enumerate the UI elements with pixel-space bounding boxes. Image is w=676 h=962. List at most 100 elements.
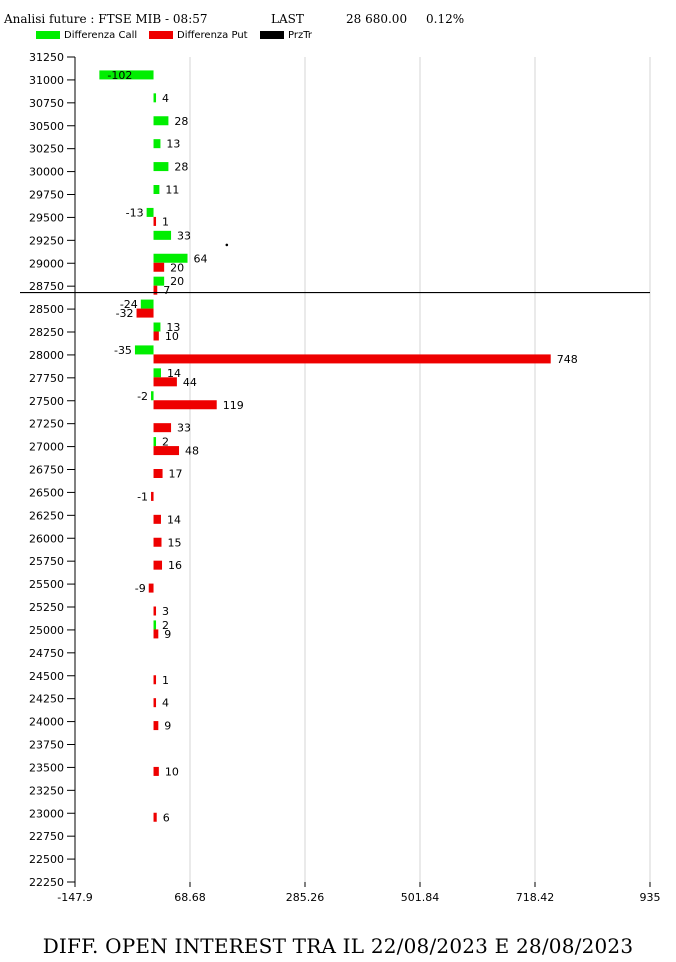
put-value-label: 9 [164,628,171,641]
put-bar [153,675,157,685]
call-bar [153,368,161,378]
call-value-label: 2 [162,436,169,449]
put-value-label: 10 [165,330,179,343]
put-bar [153,560,163,570]
put-value-label: 1 [162,674,169,687]
put-bar [153,423,172,433]
y-tick-label: 28250 [29,326,64,339]
last-value: 28 680.00 [346,12,408,26]
put-value-label: 48 [185,445,199,458]
put-bar [153,400,217,410]
put-value-label: 1 [162,215,169,228]
call-bar [153,276,165,286]
footer-title: DIFF. OPEN INTEREST TRA IL 22/08/2023 E … [42,934,634,958]
put-bar [153,606,157,616]
put-bar [153,812,157,822]
call-bar [153,620,157,630]
y-tick-label: 22250 [29,876,64,889]
legend-label-put: Differenza Put [177,30,248,41]
y-tick-label: 25250 [29,601,64,614]
x-tick-label: 501.84 [401,891,440,904]
put-value-label: 3 [162,605,169,618]
y-tick-label: 26750 [29,464,64,477]
y-tick-label: 26500 [29,486,64,499]
y-tick-label: 23500 [29,761,64,774]
call-bar [153,162,169,172]
x-tick-label: 68.68 [174,891,206,904]
put-bar [153,216,157,226]
put-value-label: 44 [183,376,197,389]
call-bar [140,299,154,309]
put-value-label: 33 [177,422,191,435]
call-bar [153,437,157,447]
x-tick-label: 285.26 [286,891,325,904]
y-tick-label: 22750 [29,830,64,843]
y-tick-label: 24500 [29,670,64,683]
put-bar [153,514,161,524]
call-value-label: -102 [107,69,132,82]
call-value-label: 28 [174,161,188,174]
y-tick-label: 26250 [29,509,64,522]
y-tick-label: 23250 [29,784,64,797]
call-bar [153,322,161,332]
put-value-label: -32 [116,307,134,320]
put-value-label: 6 [163,811,170,824]
y-tick-label: 27750 [29,372,64,385]
y-tick-label: 27250 [29,418,64,431]
call-value-label: 64 [194,252,208,265]
call-value-label: -24 [120,298,138,311]
put-value-label: 10 [165,765,179,778]
call-value-label: 33 [177,229,191,242]
put-bar [153,262,165,272]
call-bar [99,70,154,80]
put-bar [153,698,157,708]
y-tick-label: 22500 [29,853,64,866]
call-value-label: 14 [167,367,181,380]
call-bar [153,185,160,194]
y-tick-label: 28000 [29,349,64,362]
marker-dot [225,243,229,247]
x-tick-label: 935 [640,891,661,904]
put-value-label: 748 [557,353,578,366]
put-bar [153,446,180,456]
legend-swatch-przTr [260,31,284,39]
put-bar [153,331,159,341]
call-bar [153,93,157,103]
y-tick-label: 23750 [29,739,64,752]
call-bar [153,116,169,126]
legend-label-przTr: PrzTr [288,30,312,41]
call-bar [134,345,154,355]
call-value-label: 28 [174,115,188,128]
call-value-label: -2 [137,390,148,403]
y-tick-label: 27500 [29,395,64,408]
y-tick-label: 24750 [29,647,64,660]
put-bar [153,629,159,639]
legend-item-call: Differenza Call [36,30,137,41]
y-tick-label: 25000 [29,624,64,637]
put-value-label: -1 [137,490,148,503]
y-tick-label: 25500 [29,578,64,591]
y-tick-label: 24250 [29,693,64,706]
y-tick-label: 26000 [29,532,64,545]
y-tick-label: 24000 [29,716,64,729]
y-tick-label: 27000 [29,441,64,454]
call-value-label: -35 [114,344,132,357]
put-bar [153,285,158,295]
x-tick-label: 718.42 [516,891,555,904]
y-tick-label: 28750 [29,280,64,293]
y-tick-label: 31000 [29,74,64,87]
y-tick-label: 29250 [29,234,64,247]
call-value-label: 11 [165,184,179,197]
legend-swatch-put [149,31,173,39]
y-tick-label: 25750 [29,555,64,568]
put-value-label: 14 [167,513,181,526]
put-value-label: 4 [162,697,169,710]
y-tick-label: 30250 [29,143,64,156]
put-value-label: 15 [167,536,181,549]
bar-chart: -147.9 68.68 285.26 501.84 718.42 93531250310… [20,51,661,904]
put-value-label: 17 [169,468,183,481]
put-bar [151,491,154,501]
put-value-label: 119 [223,399,244,412]
put-bar [153,469,163,478]
call-value-label: 4 [162,92,169,105]
